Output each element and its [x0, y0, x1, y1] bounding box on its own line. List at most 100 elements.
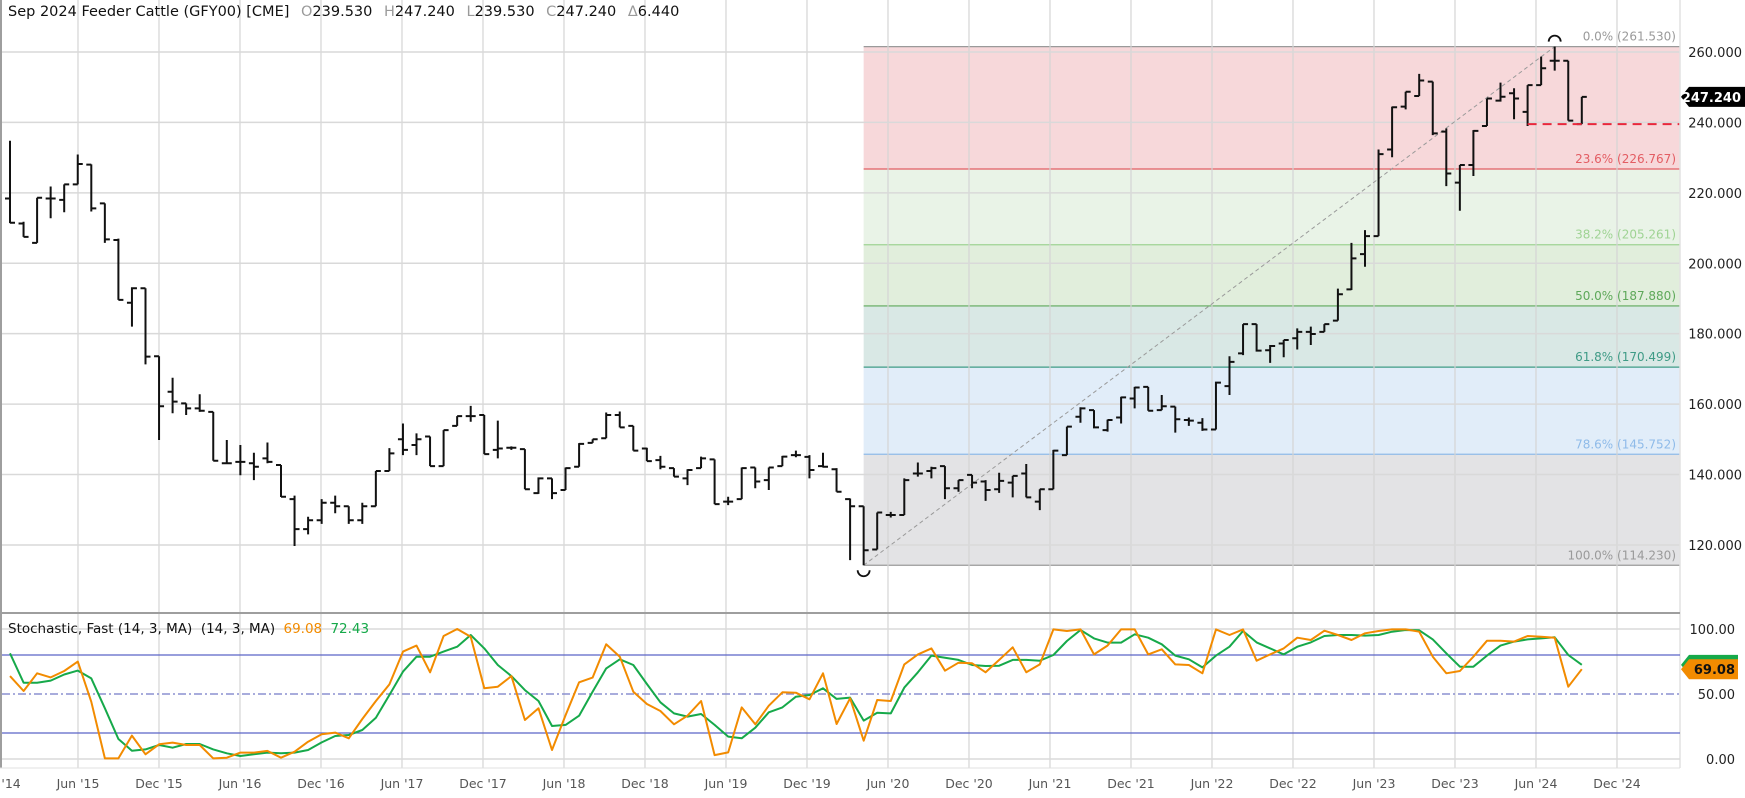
ohlc-bar — [939, 465, 950, 500]
ohlc-bar — [1143, 385, 1154, 412]
x-tick-label: Dec '14 — [0, 776, 21, 791]
ohlc-bar — [452, 415, 463, 427]
ohlc-bar — [1034, 488, 1045, 511]
stochastic-d-value: 72.43 — [330, 621, 370, 637]
ohlc-bar — [1346, 242, 1357, 291]
ohlc-bar — [72, 154, 83, 186]
ohlc-bar — [1007, 474, 1018, 498]
last-price-tag — [1681, 86, 1745, 107]
x-tick-label: Jun '21 — [1028, 776, 1072, 791]
ohlc-bar — [167, 377, 178, 414]
y-tick-label: 220.000 — [1688, 187, 1742, 202]
x-tick-label: Jun '19 — [704, 776, 748, 791]
ohlc-bar — [438, 429, 449, 468]
ohlc-bar — [235, 444, 246, 476]
close-value: 247.240 — [556, 4, 617, 20]
ohlc-bar — [465, 405, 476, 422]
x-tick-label: Jun '22 — [1190, 776, 1234, 791]
ohlc-bar — [1021, 463, 1032, 499]
ohlc-bar — [330, 495, 341, 514]
open-value: 239.530 — [312, 4, 373, 20]
ohlc-bar — [1156, 394, 1167, 412]
ohlc-bar — [831, 468, 842, 493]
ohlc-bar — [790, 450, 801, 458]
ohlc-bar — [492, 420, 503, 459]
ohlc-bar — [32, 196, 43, 244]
ohlc-bar — [696, 456, 707, 470]
ohlc-bar — [1197, 418, 1208, 431]
ohlc-bar — [1089, 409, 1099, 429]
x-tick-label: Jun '18 — [542, 776, 586, 791]
ohlc-bar — [723, 496, 734, 506]
chart-header: Sep 2024 Feeder Cattle (GFY00) [CME] O23… — [8, 4, 679, 20]
ohlc-bar — [1183, 417, 1194, 426]
x-tick-label: Dec '16 — [297, 776, 345, 791]
ohlc-bar — [1509, 88, 1520, 120]
x-tick-label: Jun '20 — [866, 776, 910, 791]
ohlc-bar — [682, 468, 693, 486]
ohlc-bar — [763, 466, 774, 491]
ohlc-bar — [1360, 230, 1370, 267]
x-tick-label: Dec '15 — [135, 776, 183, 791]
x-tick-label: Jun '15 — [56, 776, 100, 791]
ohlc-bar — [872, 511, 883, 551]
ohlc-bar — [1414, 73, 1425, 98]
ohlc-bar — [1278, 339, 1289, 358]
y-tick-label: 260.000 — [1688, 46, 1742, 61]
fib-band — [863, 244, 1680, 306]
ohlc-bar — [248, 452, 259, 481]
stoch-y-tick-label: 50.00 — [1698, 688, 1735, 703]
ohlc-bar — [303, 516, 314, 535]
ohlc-bar — [858, 505, 869, 566]
ohlc-bar — [1129, 386, 1140, 409]
stochastic-k-value: 69.08 — [283, 621, 323, 637]
ohlc-bar — [912, 462, 923, 477]
x-tick-label: Jun '17 — [380, 776, 424, 791]
ohlc-bar — [668, 467, 679, 478]
x-tick-label: Jun '24 — [1514, 776, 1558, 791]
ohlc-bar — [126, 287, 137, 327]
ohlc-bar — [1102, 418, 1113, 432]
ohlc-bar — [1332, 288, 1343, 322]
ohlc-bar — [370, 469, 381, 508]
ohlc-bar — [289, 495, 300, 546]
fib-band — [863, 367, 1680, 455]
ohlc-bar — [885, 511, 896, 518]
ohlc-bar — [1319, 323, 1330, 333]
ohlc-bar — [113, 238, 124, 301]
ohlc-bar — [547, 477, 557, 500]
ohlc-bar — [655, 455, 666, 470]
ohlc-bar — [1454, 164, 1465, 211]
swing-high-marker-icon — [1547, 34, 1562, 42]
ohlc-bar — [1305, 326, 1316, 345]
ohlc-bar — [614, 411, 625, 429]
last-price-label: 247.240 — [1682, 91, 1741, 106]
fib-level-label: 0.0% (261.530) — [1583, 30, 1676, 44]
ohlc-bar — [479, 414, 490, 456]
ohlc-bar — [1481, 97, 1492, 127]
ohlc-bar — [641, 447, 652, 463]
ohlc-bar — [709, 458, 720, 506]
close-label: C — [546, 4, 557, 20]
swing-low-marker-icon — [856, 570, 871, 578]
fib-band — [863, 169, 1680, 245]
ohlc-bar — [533, 477, 544, 495]
fib-band — [863, 305, 1680, 368]
ohlc-bar — [1427, 80, 1438, 136]
y-tick-label: 240.000 — [1688, 116, 1742, 131]
stochastic-legend: Stochastic, Fast (14, 3, MA) (14, 3, MA)… — [8, 621, 369, 637]
ohlc-bar — [1251, 323, 1262, 352]
ohlc-bar — [1373, 149, 1384, 238]
ohlc-bar — [1061, 425, 1072, 457]
x-tick-label: Jun '23 — [1352, 776, 1396, 791]
ohlc-bar — [343, 505, 354, 524]
stochastic-title: Stochastic, Fast (14, 3, MA) — [8, 621, 193, 637]
ohlc-bar — [194, 394, 205, 412]
fib-band — [863, 46, 1680, 170]
ohlc-bar — [1495, 82, 1506, 102]
open-label: O — [301, 4, 313, 20]
stoch-k-tag-label: 69.08 — [1694, 663, 1735, 678]
fib-level-label: 38.2% (205.261) — [1575, 228, 1676, 242]
ohlc-bar — [181, 402, 192, 416]
